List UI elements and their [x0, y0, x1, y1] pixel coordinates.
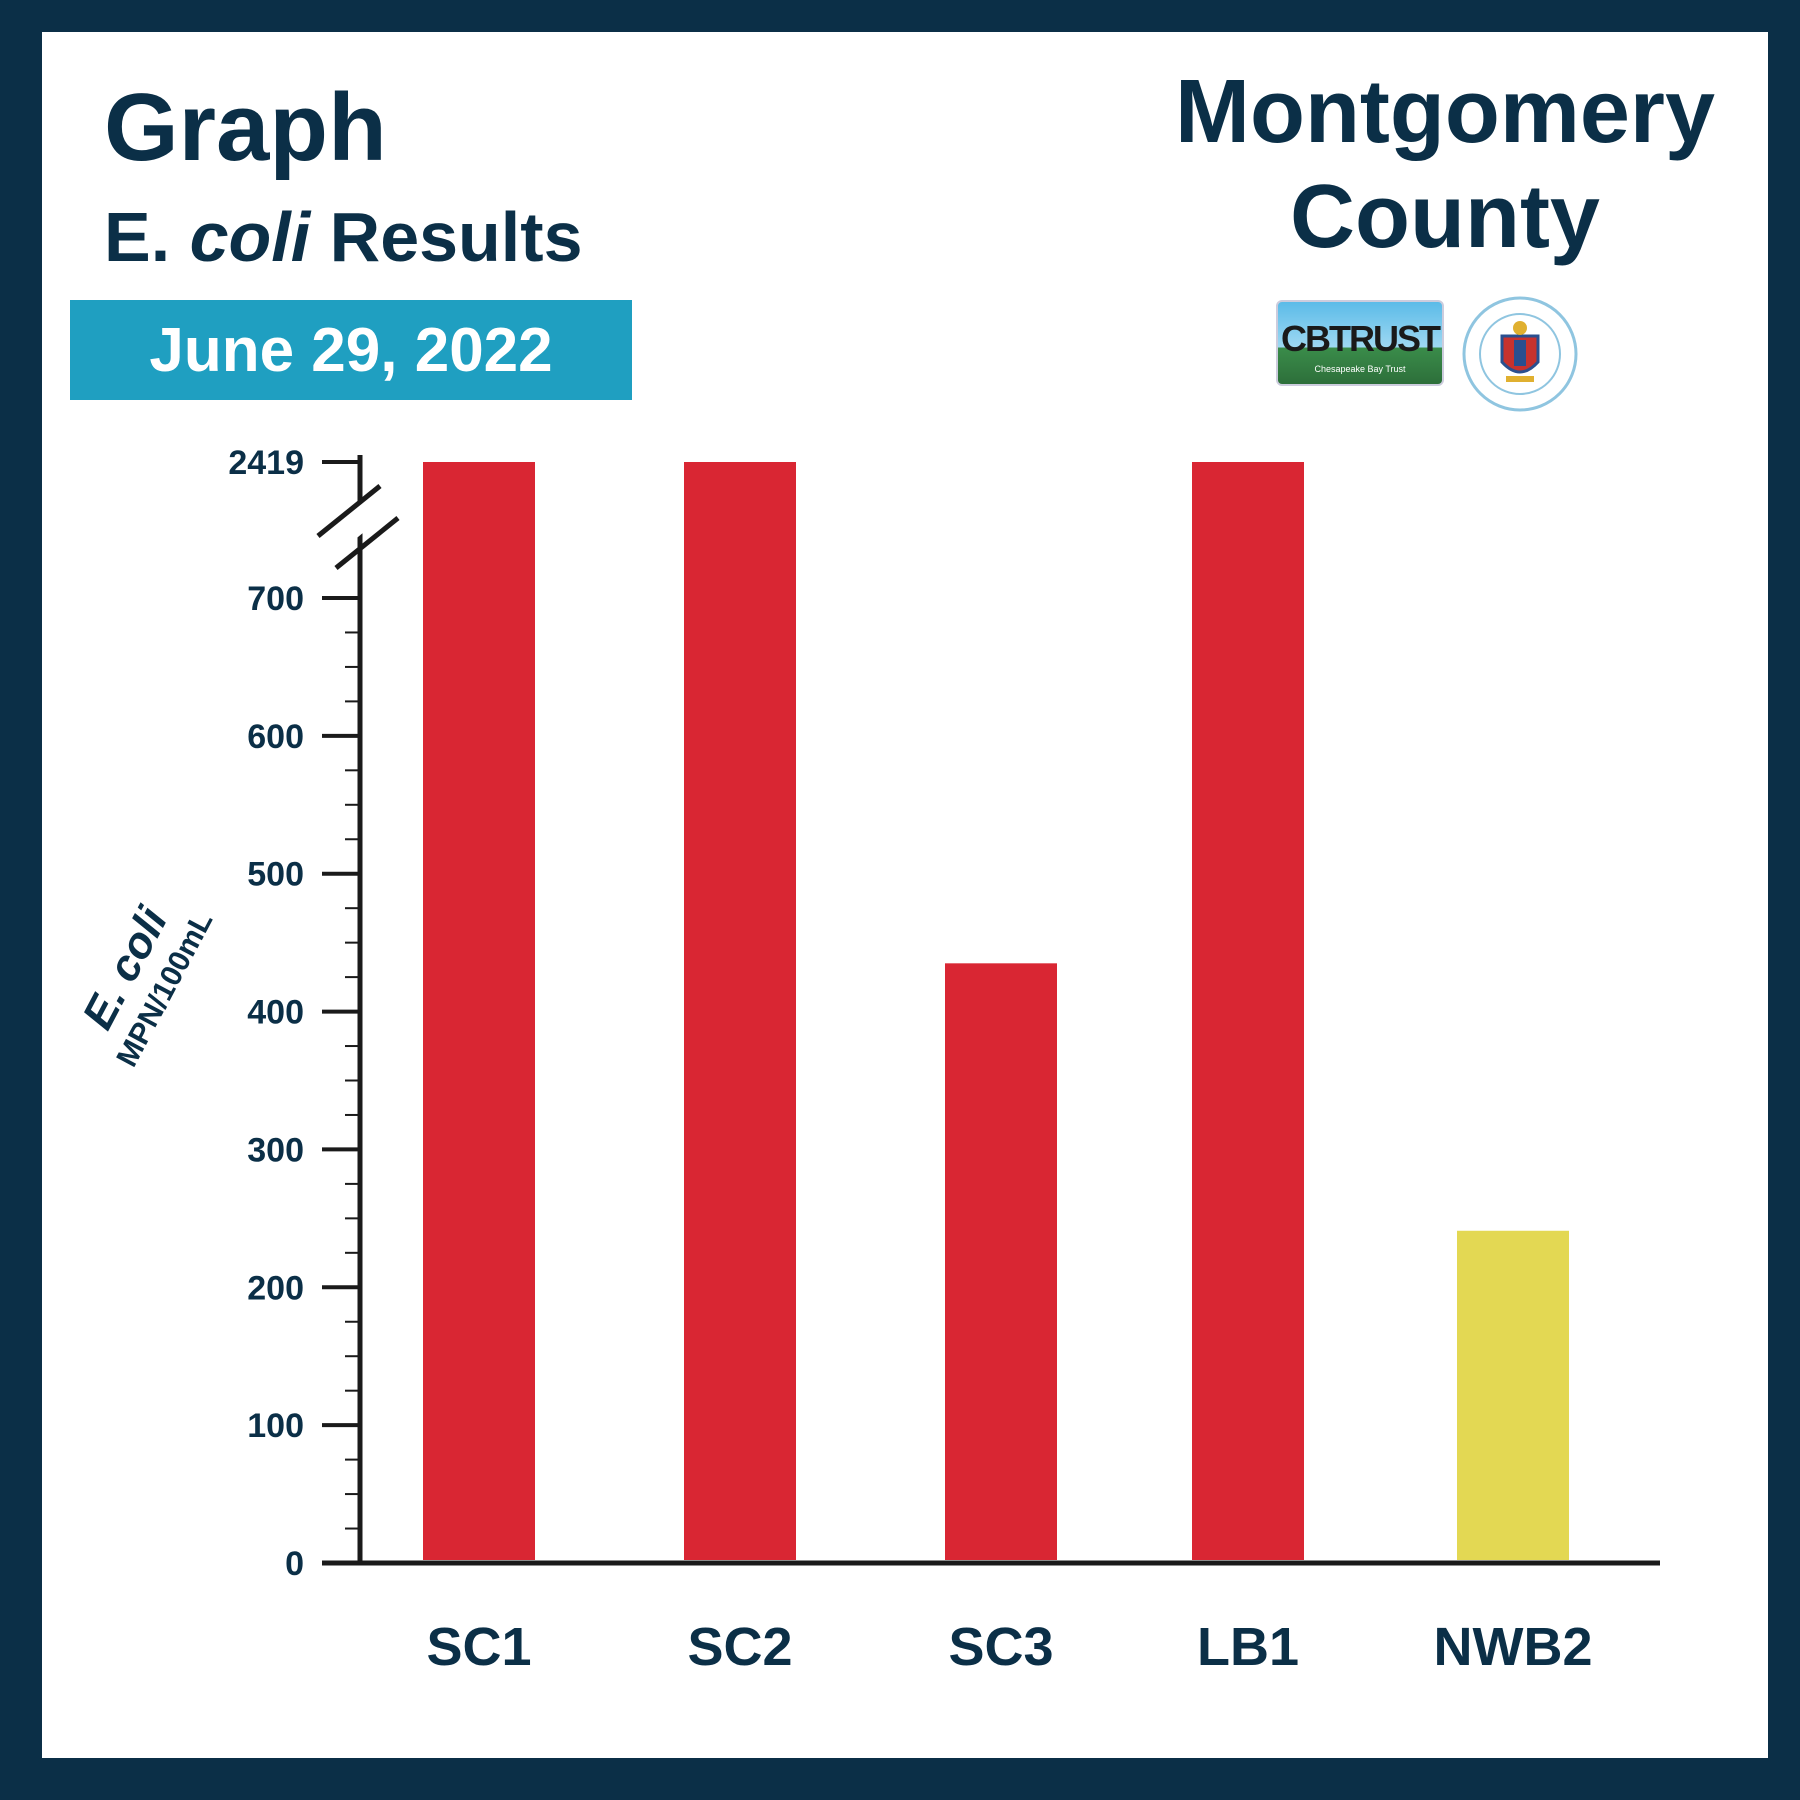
x-label-sc2: SC2	[687, 1617, 792, 1677]
subtitle-suffix: Results	[310, 198, 583, 276]
y-tick-label: 400	[247, 994, 304, 1032]
graph-title: Graph	[104, 74, 387, 181]
y-tick-label: 300	[247, 1131, 304, 1169]
y-tick-label: 200	[247, 1269, 304, 1307]
x-label-nwb2: NWB2	[1434, 1617, 1593, 1677]
montgomery-county-seal-icon	[1462, 296, 1578, 412]
x-label-sc1: SC1	[426, 1617, 531, 1677]
county-name: Montgomery County	[1140, 60, 1750, 271]
county-line-1: Montgomery	[1175, 62, 1715, 162]
y-tick-label: 100	[247, 1407, 304, 1445]
bar-nwb2	[1457, 1230, 1569, 1560]
cbtrust-logo: CBTRUST Chesapeake Bay Trust	[1276, 300, 1444, 386]
county-line-2: County	[1290, 167, 1600, 268]
y-tick-label: 600	[247, 718, 304, 756]
bar-sc3	[945, 963, 1057, 1560]
bars-group	[423, 462, 1569, 1560]
y-axis-title: E. coli MPN/100mL	[73, 899, 219, 1072]
axis-break-icon	[316, 484, 400, 570]
graph-subtitle: E. coli Results	[104, 202, 583, 272]
x-labels-group: SC1 SC2 SC3 LB1 NWB2	[426, 1617, 1592, 1677]
y-tick-label: 2419	[228, 444, 304, 482]
subtitle-prefix: E.	[104, 198, 190, 276]
cbtrust-logo-text: CBTRUST	[1281, 318, 1441, 359]
bar-sc2	[684, 462, 796, 1560]
y-tick-label: 700	[247, 580, 304, 618]
date-banner: June 29, 2022	[70, 300, 632, 400]
cbtrust-logo-subtext: Chesapeake Bay Trust	[1314, 364, 1406, 374]
bar-lb1	[1192, 462, 1304, 1560]
bar-sc1	[423, 462, 535, 1560]
x-label-lb1: LB1	[1197, 1617, 1299, 1677]
x-label-sc3: SC3	[948, 1617, 1053, 1677]
y-tick-label: 0	[285, 1545, 304, 1583]
y-tick-label: 500	[247, 856, 304, 894]
y-ticks-group: 0 100 200 300 400 500 600 700 2419	[228, 444, 360, 1583]
subtitle-italic: coli	[189, 198, 311, 276]
